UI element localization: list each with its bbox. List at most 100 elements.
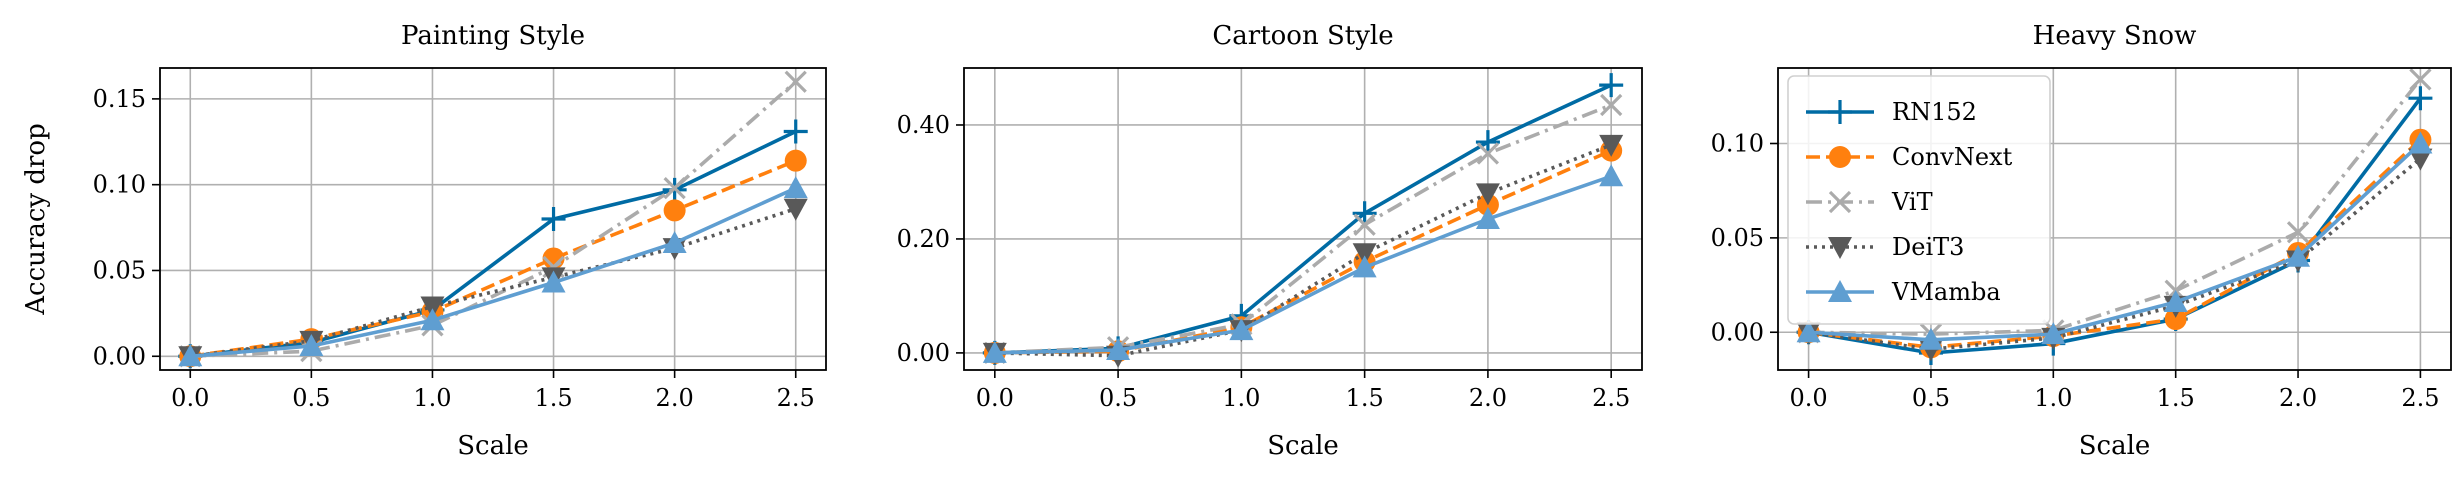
panel-1-series-rn152-point-3 [541, 207, 566, 231]
panel-2-series-deit3 [982, 134, 1624, 368]
panel-3-legend-entry-convnext-marker [1829, 146, 1851, 168]
panel-3-legend-box [1787, 75, 2051, 325]
panel-2-series-rn152-point-3 [1352, 201, 1377, 226]
panel-1-series-vmamba-point-4 [662, 231, 687, 254]
panel-3-frame [1777, 67, 2452, 371]
panel-1-series-rn152-point-5 [783, 119, 808, 144]
panel-1-series-vmamba-point-2 [420, 308, 445, 331]
panel-2-series-vit-point-3 [1353, 213, 1376, 236]
panel-2-series-convnext [983, 139, 1623, 364]
panel-3-legend-entry-rn152-marker [1828, 100, 1852, 124]
panel-3-series-vmamba-line [1808, 142, 2422, 342]
panel-2-title: Cartoon Style [1212, 21, 1393, 51]
panel-3-xtick-label-1: 0.5 [1912, 384, 1950, 412]
panel-3-series-vmamba-point-5 [2408, 131, 2433, 154]
panel-1-ylabel: Accuracy drop [21, 123, 51, 315]
panel-2-series-rn152 [982, 73, 1624, 365]
panel-2-xtick-label-5: 2.5 [1592, 384, 1630, 412]
panel-2-series-vmamba [982, 164, 1624, 363]
panel-3-legend: RN152 ConvNext ViT DeiT3 VMamba [1787, 75, 2051, 325]
panel-3-legend-entry-deit3-marker [1828, 237, 1852, 259]
panel-3-legend-entry-rn152: RN152 [1806, 98, 1977, 126]
panel-1-frame [159, 67, 827, 371]
panel-2-series-vmamba-point-3 [1352, 255, 1377, 278]
panel-1-series-vmamba [178, 176, 808, 367]
panel-1-series-deit3-point-5 [783, 198, 808, 221]
panel-3-legend-entry-convnext-label: ConvNext [1892, 143, 2013, 171]
panel-3-legend-entry-deit3: DeiT3 [1806, 233, 1964, 261]
panel-3-series-deit3-line [1808, 157, 2422, 352]
panel-1-series-rn152 [178, 119, 808, 369]
panel-3-ytick-label-1: 0.05 [1711, 224, 1764, 252]
panel-2-grid [964, 68, 1642, 370]
panel-3-legend-entry-vmamba-marker [1828, 280, 1852, 302]
panel-1-xtick-label-2: 1.0 [413, 384, 451, 412]
panel-2-series-vmamba-line [994, 174, 1612, 355]
panel-3-series-rn152-line [1808, 97, 2422, 355]
panel-2-series-rn152-point-4 [1475, 130, 1500, 155]
panel-3-legend-entry-vit: ViT [1806, 188, 1933, 216]
panel-3-ytick-label-0: 0.00 [1711, 318, 1764, 346]
panel-2-series-convnext-line [994, 148, 1612, 355]
panel-1-ytick-label-2: 0.10 [93, 171, 146, 199]
panel-1-series-vit-point-5 [784, 70, 807, 93]
panel-1-series-vmamba-point-3 [541, 270, 566, 293]
panel-2-series-deit3-line [994, 143, 1612, 358]
panel-3-grid [1778, 68, 2451, 370]
panel-1-xtick-label-0: 0.0 [171, 384, 209, 412]
panel-1-series-deit3-point-2 [420, 296, 445, 319]
panel-1-series-vit-point-4 [663, 176, 686, 200]
panel-1-ytick-label-0: 0.00 [93, 342, 146, 370]
panel-2-xtick-label-2: 1.0 [1222, 384, 1260, 412]
panel-2-series-vmamba-point-0 [982, 340, 1007, 363]
panel-2-series-vmamba-point-1 [1106, 338, 1131, 361]
panel-3-legend-entry-vmamba: VMamba [1806, 278, 2001, 306]
panel-2-frame [963, 67, 1643, 371]
panel-2-series-vit-line [994, 103, 1612, 355]
panel-2-ytick-label-2: 0.40 [897, 111, 950, 139]
panel-1-series-vmamba-point-1 [299, 333, 324, 356]
panel-2-series-deit3-point-3 [1352, 243, 1377, 266]
panel-3-series-vmamba-point-3 [2163, 290, 2188, 313]
panel-1-series-vit [179, 70, 807, 368]
panel-3-legend-entry-convnext: ConvNext [1806, 143, 2013, 171]
panel-2-series-vmamba-point-5 [1599, 164, 1624, 187]
panel-2-xtick-label-3: 1.5 [1346, 384, 1384, 412]
panel-2-xlabel: Scale [1267, 431, 1339, 461]
panel-3-xtick-label-0: 0.0 [1790, 384, 1828, 412]
panel-1-series-convnext [179, 149, 807, 368]
panel-1-series-convnext-point-4 [663, 199, 686, 222]
panel-1-ytick-label-3: 0.15 [93, 85, 146, 113]
panel-3-legend-entry-rn152-label: RN152 [1892, 98, 1977, 126]
panel-2-xtick-label-0: 0.0 [976, 384, 1014, 412]
panel-3-xtick-label-5: 2.5 [2401, 384, 2439, 412]
panel-1-series-rn152-line [190, 129, 797, 359]
panel-3-series-vmamba-point-2 [2041, 322, 2066, 345]
panel-1-xtick-label-5: 2.5 [777, 384, 815, 412]
panel-3-ytick-label-2: 0.10 [1711, 130, 1764, 158]
panel-3-series-vit-point-5 [2409, 68, 2432, 91]
panel-3-series-vmamba-point-4 [2286, 244, 2311, 267]
panel-3-title: Heavy Snow [2033, 21, 2197, 51]
panel-1: Painting Style 0.0 0.5 1.0 1.5 2.0 2.5 0.00 0.05… [21, 21, 827, 461]
panel-1-title: Painting Style [401, 21, 585, 51]
panel-1-series-vmamba-line [190, 186, 797, 359]
panel-2-ytick-label-0: 0.00 [897, 339, 950, 367]
panel-2-series-vit-point-4 [1476, 142, 1500, 165]
panel-2-series-vmamba-point-2 [1229, 318, 1254, 341]
panel-3-series-convnext-point-3 [2164, 308, 2187, 331]
panel-1-series-vit-line [190, 80, 797, 359]
panel-1-series-convnext-line [190, 158, 797, 359]
panel-3: Heavy Snow 0.0 0.5 1.0 1.5 2.0 2.5 0.00 0.05 0.10… [1711, 21, 2452, 461]
panel-1-xlabel: Scale [457, 431, 529, 461]
panel-3-xtick-label-2: 1.0 [2034, 384, 2072, 412]
panel-3-series-vmamba-point-1 [1918, 327, 1943, 350]
panel-3-legend-entry-deit3-label: DeiT3 [1892, 233, 1964, 261]
panel-3-series-vit-line [1808, 78, 2422, 336]
panel-1-ytick-label-1: 0.05 [93, 256, 146, 284]
panel-3-legend-entry-vmamba-label: VMamba [1891, 278, 2001, 306]
panel-3-series-rn152-point-5 [2408, 86, 2433, 111]
panel-2: Cartoon Style 0.0 0.5 1.0 1.5 2.0 2.5 0.00 0.20 0… [897, 21, 1643, 461]
panel-3-series-convnext-line [1808, 138, 2422, 350]
panel-2-xtick-label-1: 0.5 [1099, 384, 1137, 412]
